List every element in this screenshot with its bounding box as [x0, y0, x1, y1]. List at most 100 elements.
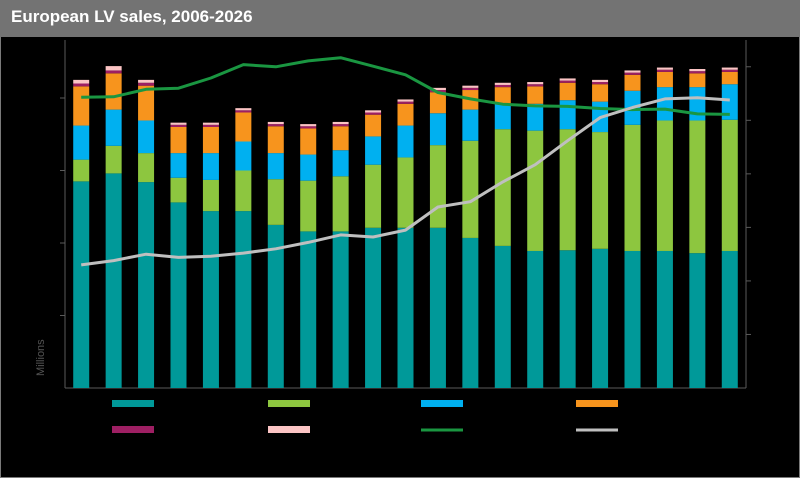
legend-swatch-3 — [421, 400, 463, 407]
bar-2008-purple — [138, 82, 155, 86]
bar-2018-teal — [462, 237, 479, 388]
bar-2010-green — [202, 179, 219, 212]
bar-2007-purple — [105, 70, 122, 74]
bar-2017-teal — [429, 227, 446, 388]
bar-2011-orange — [235, 112, 252, 142]
bar-2013-pink — [300, 124, 317, 127]
bar-2026-blue — [721, 84, 738, 120]
bar-2014-green — [332, 176, 349, 232]
bar-2012-green — [267, 179, 284, 225]
bar-2018-purple — [462, 87, 479, 91]
bar-2016-orange — [397, 103, 414, 126]
bar-2024-purple — [656, 69, 673, 72]
bar-2019-green — [494, 129, 511, 246]
bar-2024-green — [656, 120, 673, 251]
bar-2012-purple — [267, 124, 284, 127]
bar-2014-teal — [332, 231, 349, 388]
bar-2015-pink — [365, 110, 382, 113]
bar-2015-purple — [365, 112, 382, 115]
bar-2017-green — [429, 145, 446, 228]
bar-2025-pink — [689, 69, 706, 72]
bar-2020-purple — [527, 84, 544, 87]
bar-2009-pink — [170, 122, 187, 125]
bar-2009-purple — [170, 124, 187, 127]
bar-2010-orange — [202, 127, 219, 154]
bar-2024-blue — [656, 87, 673, 121]
bar-2018-blue — [462, 109, 479, 141]
bar-2014-orange — [332, 126, 349, 151]
bar-2008-blue — [138, 120, 155, 154]
y-axis-label: Millions — [35, 339, 47, 376]
bar-2021-orange — [559, 82, 576, 101]
bar-2011-purple — [235, 110, 252, 113]
bar-2008-pink — [138, 79, 155, 83]
bar-2026-purple — [721, 69, 738, 72]
bar-2023-pink — [624, 70, 641, 73]
bar-2008-teal — [138, 182, 155, 388]
bar-2007-orange — [105, 73, 122, 110]
bar-2018-green — [462, 140, 479, 238]
bar-2007-pink — [105, 66, 122, 71]
bar-2008-orange — [138, 85, 155, 121]
bar-2023-teal — [624, 250, 641, 388]
bar-2025-green — [689, 120, 706, 254]
bar-2013-orange — [300, 128, 317, 155]
bar-2006-green — [73, 159, 90, 182]
bar-2023-purple — [624, 72, 641, 75]
bar-2014-blue — [332, 150, 349, 177]
bar-2022-orange — [592, 84, 609, 102]
bar-2017-orange — [429, 92, 446, 114]
bar-2022-pink — [592, 79, 609, 83]
bar-2012-blue — [267, 153, 284, 180]
bar-2025-teal — [689, 253, 706, 388]
bar-2020-pink — [527, 82, 544, 85]
bar-2026-teal — [721, 250, 738, 388]
bar-2021-blue — [559, 100, 576, 130]
bar-2020-teal — [527, 250, 544, 388]
bar-2020-orange — [527, 86, 544, 104]
bar-2025-orange — [689, 73, 706, 88]
bar-2016-blue — [397, 125, 414, 158]
bar-2013-teal — [300, 231, 317, 388]
bar-2022-green — [592, 132, 609, 249]
bar-2006-teal — [73, 181, 90, 388]
bar-2026-green — [721, 119, 738, 251]
bar-2016-green — [397, 157, 414, 228]
bar-2016-purple — [397, 101, 414, 104]
bar-2013-green — [300, 180, 317, 232]
bar-2017-blue — [429, 113, 446, 146]
bar-2011-green — [235, 170, 252, 212]
bar-2006-pink — [73, 79, 90, 84]
bar-2010-purple — [202, 124, 219, 127]
chart-title: European LV sales, 2006-2026 — [11, 7, 253, 26]
bar-2011-teal — [235, 211, 252, 388]
bar-2019-orange — [494, 87, 511, 105]
bar-2024-teal — [656, 250, 673, 388]
bar-2015-teal — [365, 227, 382, 388]
bar-2006-orange — [73, 86, 90, 126]
bar-2013-blue — [300, 154, 317, 181]
bar-2010-blue — [202, 153, 219, 180]
bar-2011-blue — [235, 141, 252, 171]
bar-2024-pink — [656, 67, 673, 70]
bar-2020-green — [527, 130, 544, 251]
bar-2026-pink — [721, 67, 738, 70]
bar-2025-purple — [689, 71, 706, 74]
legend-swatch-5 — [112, 426, 154, 433]
bar-2023-green — [624, 124, 641, 251]
line-series-1 — [81, 56, 730, 116]
bar-2021-green — [559, 129, 576, 251]
bar-2019-purple — [494, 84, 511, 88]
legend-swatch-4 — [576, 400, 618, 407]
bar-2021-teal — [559, 250, 576, 388]
bar-2021-purple — [559, 80, 576, 83]
legend-swatch-2 — [268, 400, 310, 407]
bar-2009-orange — [170, 127, 187, 154]
bar-2021-pink — [559, 78, 576, 81]
bar-2006-blue — [73, 125, 90, 160]
bar-2018-pink — [462, 85, 479, 88]
bar-2016-teal — [397, 227, 414, 388]
title-bar: European LV sales, 2006-2026 — [0, 0, 800, 37]
bar-2012-pink — [267, 121, 284, 125]
bar-2008-green — [138, 153, 155, 183]
